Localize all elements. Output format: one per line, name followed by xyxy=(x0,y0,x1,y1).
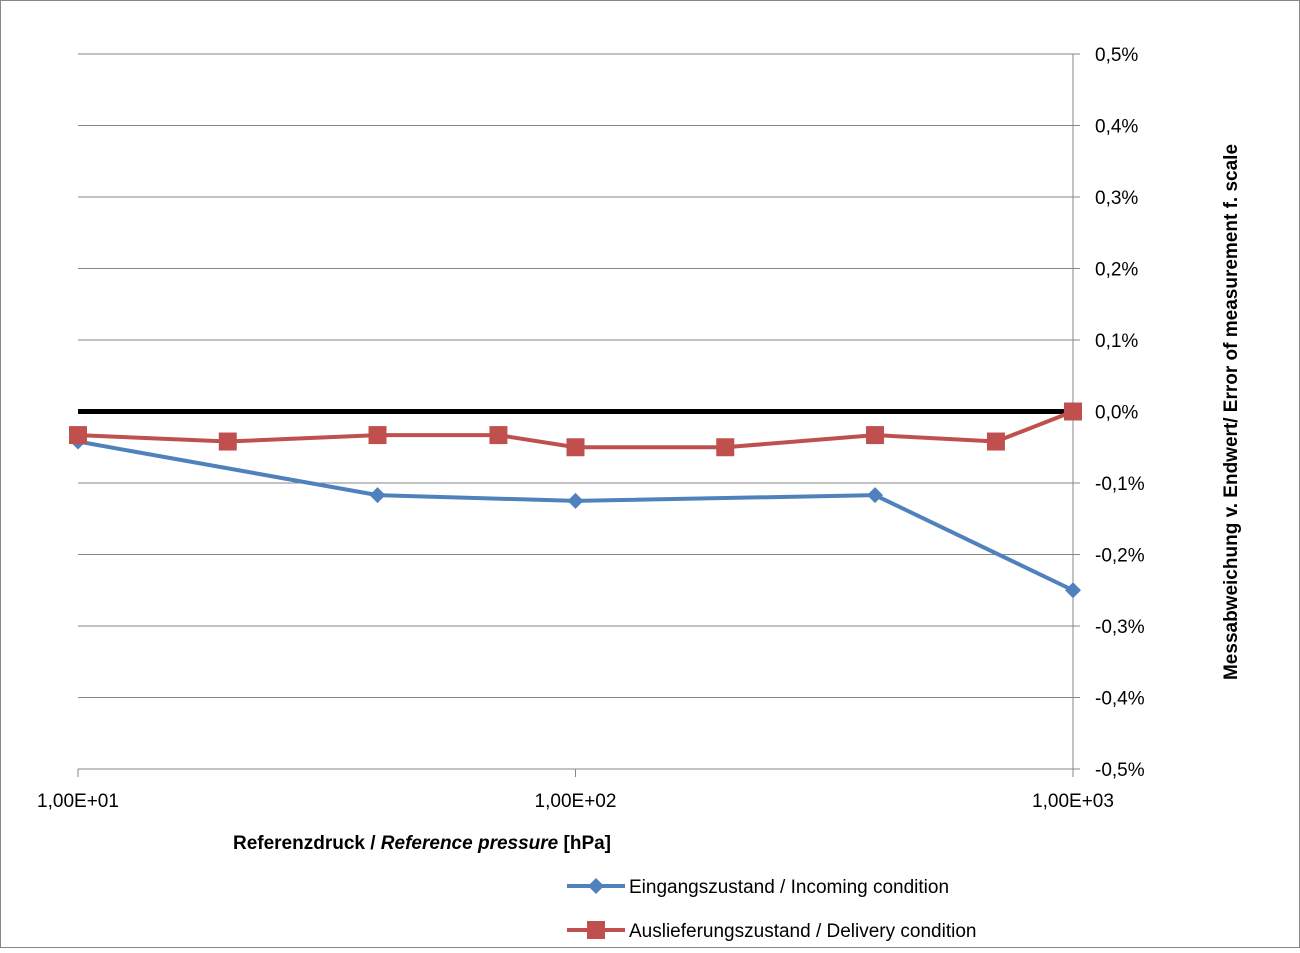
data-point xyxy=(489,426,508,445)
series-2 xyxy=(69,402,1082,457)
data-point xyxy=(867,487,884,504)
x-axis-title-part: Referenzdruck / xyxy=(233,833,381,854)
y-tick-label: -0,3% xyxy=(1095,617,1145,638)
x-tick-label: 1,00E+03 xyxy=(1032,791,1114,812)
data-point xyxy=(1064,402,1082,421)
y-axis-title: Messabweichung v. Endwert/ Error of meas… xyxy=(1221,144,1242,680)
x-tick-label: 1,00E+02 xyxy=(535,791,617,812)
y-tick-label: 0,0% xyxy=(1095,403,1138,424)
data-point xyxy=(566,438,585,457)
y-tick-label: 0,4% xyxy=(1095,117,1138,138)
y-tick-label: -0,4% xyxy=(1095,689,1145,710)
data-point xyxy=(1065,582,1081,599)
legend-entry: Auslieferungszustand / Delivery conditio… xyxy=(567,921,976,942)
series-layer xyxy=(69,402,1082,599)
y-tick-label: -0,2% xyxy=(1095,546,1145,567)
y-tick-labels: 0,5% 0,4% 0,3% 0,2% 0,1% 0,0% -0,1% -0,2% -0,3% -… xyxy=(1095,45,1145,781)
data-point xyxy=(716,438,735,457)
data-point xyxy=(369,487,386,504)
legend-label: Eingangszustand / Incoming condition xyxy=(629,877,949,898)
legend: Eingangszustand / Incoming condition Ausl… xyxy=(567,877,976,942)
y-tick-label: 0,1% xyxy=(1095,331,1138,352)
y-tick-label: -0,5% xyxy=(1095,760,1145,781)
data-point xyxy=(368,426,387,445)
y-tick-label: 0,2% xyxy=(1095,260,1138,281)
data-point xyxy=(567,492,584,509)
x-tick-labels: 1,00E+01 1,00E+02 1,00E+03 xyxy=(37,791,1114,812)
legend-entry: Eingangszustand / Incoming condition xyxy=(567,877,949,898)
data-point xyxy=(218,432,237,451)
data-point xyxy=(69,426,87,445)
data-point xyxy=(986,432,1005,451)
y-tick-label: 0,3% xyxy=(1095,188,1138,209)
x-axis-title-part: [hPa] xyxy=(558,833,611,854)
y-tick-label: -0,1% xyxy=(1095,474,1145,495)
legend-label: Auslieferungszustand / Delivery conditio… xyxy=(629,921,976,942)
legend-marker xyxy=(587,921,605,939)
data-point xyxy=(866,426,885,445)
legend-marker xyxy=(588,878,604,894)
x-axis-title-part: Reference pressure xyxy=(381,833,559,854)
x-tick-label: 1,00E+01 xyxy=(37,791,119,812)
x-axis-title: Referenzdruck / Reference pressure [hPa] xyxy=(233,833,611,854)
y-tick-label: 0,5% xyxy=(1095,45,1138,66)
